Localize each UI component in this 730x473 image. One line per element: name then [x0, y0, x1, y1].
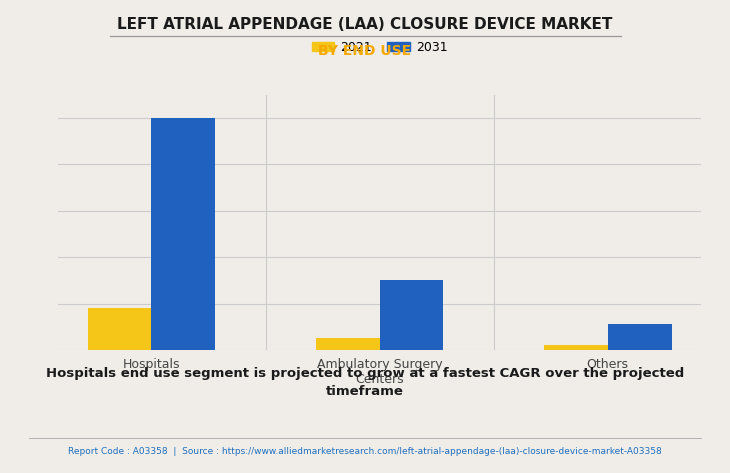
Bar — [544, 345, 607, 350]
Text: Report Code : A03358  |  Source : https://www.alliedmarketresearch.com/left-atri: Report Code : A03358 | Source : https://… — [68, 447, 662, 456]
Bar — [152, 118, 215, 350]
Text: BY END USE: BY END USE — [318, 44, 412, 58]
Bar — [88, 308, 152, 350]
Text: LEFT ATRIAL APPENDAGE (LAA) CLOSURE DEVICE MARKET: LEFT ATRIAL APPENDAGE (LAA) CLOSURE DEVI… — [118, 17, 612, 32]
Legend: 2021, 2031: 2021, 2031 — [307, 36, 453, 59]
Bar — [315, 338, 380, 350]
Bar — [380, 280, 443, 350]
Text: Hospitals end use segment is projected to grow at a fastest CAGR over the projec: Hospitals end use segment is projected t… — [46, 367, 684, 398]
Bar — [607, 324, 672, 350]
